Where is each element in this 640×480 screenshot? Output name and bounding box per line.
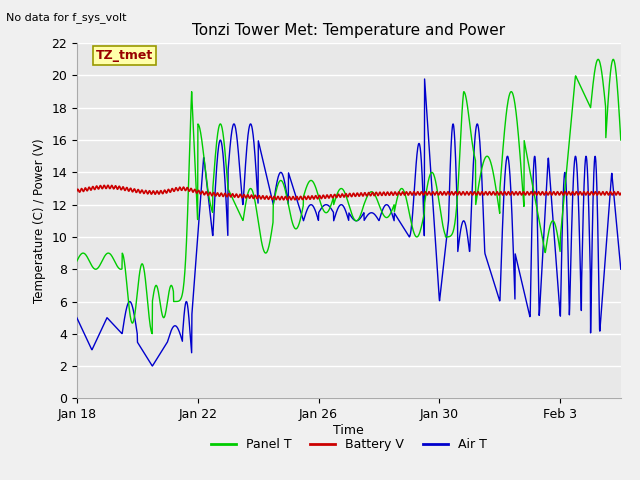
Text: TZ_tmet: TZ_tmet — [96, 49, 153, 62]
Text: No data for f_sys_volt: No data for f_sys_volt — [6, 12, 127, 23]
Y-axis label: Temperature (C) / Power (V): Temperature (C) / Power (V) — [33, 139, 45, 303]
Legend: Panel T, Battery V, Air T: Panel T, Battery V, Air T — [206, 433, 492, 456]
Title: Tonzi Tower Met: Temperature and Power: Tonzi Tower Met: Temperature and Power — [192, 23, 506, 38]
X-axis label: Time: Time — [333, 424, 364, 437]
